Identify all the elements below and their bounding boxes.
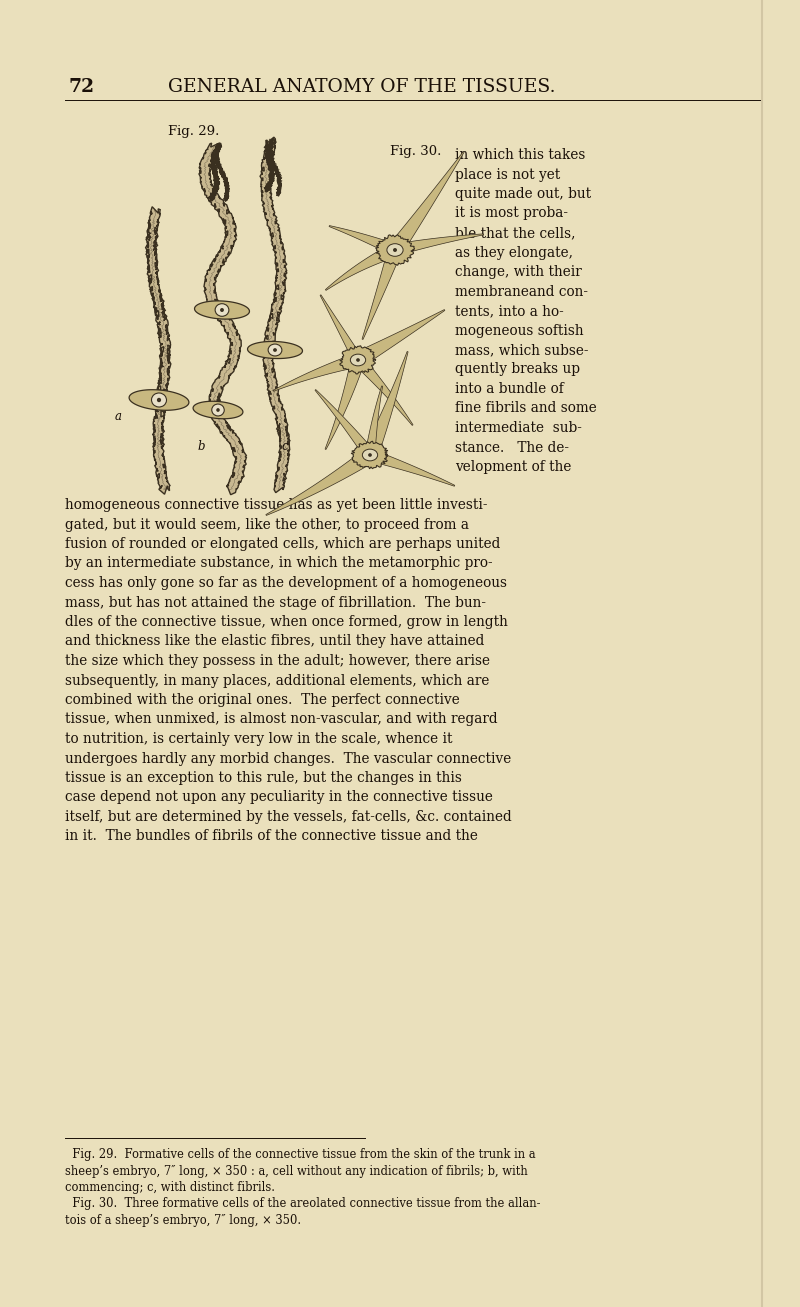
Polygon shape — [325, 358, 365, 450]
Text: homogeneous connective tissue has as yet been little investi-: homogeneous connective tissue has as yet… — [65, 498, 487, 512]
Text: cess has only gone so far as the development of a homogeneous: cess has only gone so far as the develop… — [65, 576, 507, 589]
Polygon shape — [214, 144, 230, 201]
Ellipse shape — [273, 348, 277, 352]
Polygon shape — [320, 295, 362, 362]
Polygon shape — [194, 301, 250, 319]
Polygon shape — [368, 450, 454, 486]
Text: b: b — [198, 440, 206, 454]
Text: mass, but has not attained the stage of fibrillation.  The bun-: mass, but has not attained the stage of … — [65, 596, 486, 609]
Text: mass, which subse-: mass, which subse- — [455, 342, 589, 357]
Text: c: c — [282, 440, 289, 454]
Ellipse shape — [268, 344, 282, 356]
Text: commencing; c, with distinct fibrils.: commencing; c, with distinct fibrils. — [65, 1182, 275, 1195]
Text: tois of a sheep’s embryo, 7″ long, × 350.: tois of a sheep’s embryo, 7″ long, × 350… — [65, 1214, 301, 1227]
Text: Fig. 30.: Fig. 30. — [390, 145, 442, 158]
Text: Fig. 29.  Formative cells of the connective tissue from the skin of the trunk in: Fig. 29. Formative cells of the connecti… — [65, 1148, 536, 1161]
Text: tissue, when unmixed, is almost non-vascular, and with regard: tissue, when unmixed, is almost non-vasc… — [65, 712, 498, 727]
Ellipse shape — [216, 408, 220, 412]
Text: dles of the connective tissue, when once formed, grow in length: dles of the connective tissue, when once… — [65, 616, 508, 629]
Text: subsequently, in many places, additional elements, which are: subsequently, in many places, additional… — [65, 673, 490, 687]
Ellipse shape — [157, 397, 161, 403]
Text: into a bundle of: into a bundle of — [455, 382, 564, 396]
Text: change, with their: change, with their — [455, 265, 582, 278]
Text: combined with the original ones.  The perfect connective: combined with the original ones. The per… — [65, 693, 460, 707]
Text: gated, but it would seem, like the other, to proceed from a: gated, but it would seem, like the other… — [65, 518, 469, 532]
Text: it is most proba-: it is most proba- — [455, 207, 568, 221]
Text: to nutrition, is certainly very low in the scale, whence it: to nutrition, is certainly very low in t… — [65, 732, 453, 746]
Text: 72: 72 — [68, 78, 94, 95]
Ellipse shape — [151, 393, 166, 406]
Text: GENERAL ANATOMY OF THE TISSUES.: GENERAL ANATOMY OF THE TISSUES. — [168, 78, 555, 95]
Polygon shape — [376, 235, 414, 265]
Polygon shape — [247, 341, 302, 358]
Text: as they elongate,: as they elongate, — [455, 246, 573, 260]
Polygon shape — [326, 243, 398, 290]
Polygon shape — [260, 137, 290, 493]
Ellipse shape — [220, 308, 224, 312]
Polygon shape — [389, 152, 464, 255]
Polygon shape — [362, 352, 408, 457]
Polygon shape — [340, 346, 376, 374]
Polygon shape — [315, 389, 374, 459]
Ellipse shape — [215, 303, 229, 316]
Text: place is not yet: place is not yet — [455, 167, 560, 182]
Polygon shape — [146, 207, 171, 494]
Polygon shape — [365, 386, 382, 456]
Text: Fig. 30.  Three formative cells of the areolated connective tissue from the alla: Fig. 30. Three formative cells of the ar… — [65, 1197, 541, 1210]
Polygon shape — [193, 401, 243, 418]
Polygon shape — [268, 139, 282, 196]
Text: ble that the cells,: ble that the cells, — [455, 226, 575, 240]
Text: in which this takes: in which this takes — [455, 148, 586, 162]
Polygon shape — [394, 234, 484, 256]
Ellipse shape — [387, 243, 403, 256]
Polygon shape — [354, 356, 413, 425]
Ellipse shape — [362, 450, 378, 461]
Text: sheep’s embryo, 7″ long, × 350 : a, cell without any indication of fibrils; b, w: sheep’s embryo, 7″ long, × 350 : a, cell… — [65, 1165, 528, 1178]
Text: stance.   The de-: stance. The de- — [455, 440, 569, 455]
Polygon shape — [199, 142, 246, 495]
Ellipse shape — [393, 248, 397, 252]
Text: quite made out, but: quite made out, but — [455, 187, 591, 201]
Text: in it.  The bundles of fibrils of the connective tissue and the: in it. The bundles of fibrils of the con… — [65, 830, 478, 843]
Text: fine fibrils and some: fine fibrils and some — [455, 401, 597, 416]
Polygon shape — [266, 448, 374, 515]
Ellipse shape — [350, 354, 366, 366]
Polygon shape — [129, 389, 189, 410]
Text: tents, into a ho-: tents, into a ho- — [455, 305, 564, 318]
Text: velopment of the: velopment of the — [455, 460, 571, 474]
Text: by an intermediate substance, in which the metamorphic pro-: by an intermediate substance, in which t… — [65, 557, 493, 570]
Text: quently breaks up: quently breaks up — [455, 362, 580, 376]
Polygon shape — [208, 144, 222, 203]
Polygon shape — [354, 310, 445, 367]
Text: a: a — [115, 410, 122, 423]
Polygon shape — [264, 139, 276, 192]
Text: intermediate  sub-: intermediate sub- — [455, 421, 582, 435]
Text: the size which they possess in the adult; however, there arise: the size which they possess in the adult… — [65, 654, 490, 668]
Text: mogeneous softish: mogeneous softish — [455, 324, 584, 337]
Polygon shape — [362, 248, 402, 340]
Text: membraneand con-: membraneand con- — [455, 285, 588, 298]
Polygon shape — [351, 442, 388, 469]
Text: itself, but are determined by the vessels, fat-cells, &c. contained: itself, but are determined by the vessel… — [65, 810, 512, 823]
Polygon shape — [274, 353, 360, 391]
Ellipse shape — [212, 404, 224, 416]
Text: fusion of rounded or elongated cells, which are perhaps united: fusion of rounded or elongated cells, wh… — [65, 537, 500, 552]
Text: undergoes hardly any morbid changes.  The vascular connective: undergoes hardly any morbid changes. The… — [65, 752, 511, 766]
Text: and thickness like the elastic fibres, until they have attained: and thickness like the elastic fibres, u… — [65, 634, 484, 648]
Ellipse shape — [356, 358, 360, 362]
Text: Fig. 29.: Fig. 29. — [168, 125, 219, 139]
Ellipse shape — [368, 454, 372, 457]
Text: case depend not upon any peculiarity in the connective tissue: case depend not upon any peculiarity in … — [65, 791, 493, 805]
Polygon shape — [329, 226, 398, 256]
Text: tissue is an exception to this rule, but the changes in this: tissue is an exception to this rule, but… — [65, 771, 462, 786]
